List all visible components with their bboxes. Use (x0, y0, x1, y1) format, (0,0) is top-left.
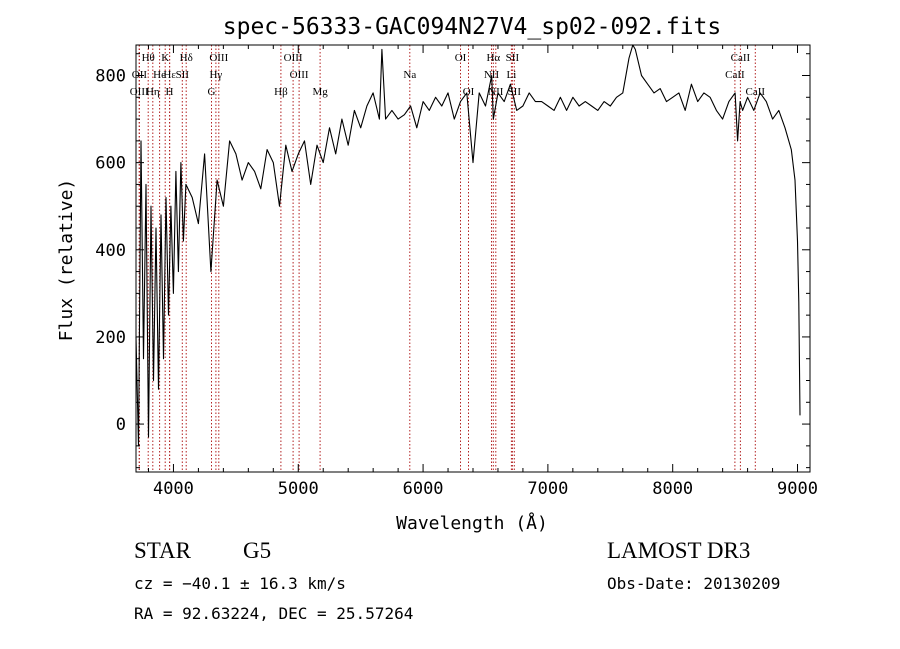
x-tick-label: 6000 (403, 479, 444, 499)
redshift-cz: cz = −40.1 ± 16.3 km/s (134, 574, 346, 593)
spectral-line-label: OIII (130, 86, 149, 98)
x-tick-label: 4000 (153, 479, 194, 499)
spectral-line-label: Hδ (180, 52, 193, 64)
x-tick-label: 5000 (278, 479, 319, 499)
x-tick-label: 8000 (652, 479, 693, 499)
plot-frame (135, 44, 811, 473)
spectral-line-label: Li (507, 69, 517, 81)
y-tick-label: 600 (95, 154, 126, 174)
x-axis-label: Wavelength (Å) (396, 512, 548, 534)
spectral-line-label: K (161, 52, 169, 64)
spectral-line-label: Hβ (274, 86, 288, 98)
x-tick-label: 9000 (777, 479, 818, 499)
spectral-line-label: Na (403, 69, 416, 81)
object-subclass: G5 (243, 538, 272, 563)
y-axis-label: Flux (relative) (56, 179, 77, 342)
spectral-line-label: Hε (163, 69, 176, 81)
spectral-line-label: H (166, 86, 174, 98)
y-tick-label: 200 (95, 328, 126, 348)
survey-name: LAMOST DR3 (607, 538, 751, 563)
spectral-line-label: CaII (731, 52, 751, 64)
spectral-line-label: SII (506, 52, 520, 64)
spectral-line-label: Hη (146, 86, 160, 98)
y-tick-label: 0 (116, 415, 126, 435)
spectral-line-label: He (153, 69, 166, 81)
spectral-line-label: CaII (725, 69, 745, 81)
spectral-line-label: Hγ (209, 69, 222, 81)
spectral-line-label: OIII (209, 52, 228, 64)
object-class: STAR (134, 538, 191, 563)
x-tick-label: 7000 (527, 479, 568, 499)
axis-ticks: 4000 5000 6000 7000 8000 9000 0 200 400 600 800 (95, 45, 818, 499)
spectral-line-label: SII (176, 69, 190, 81)
spectral-line-label: Hα (486, 52, 500, 64)
chart-title: spec-56333-GAC094N27V4_sp02-092.fits (223, 14, 722, 40)
spectral-line-label: OIII (290, 69, 309, 81)
spectral-line-label: G (208, 86, 216, 98)
spectral-line-markers (138, 45, 756, 472)
spectral-line-label: NII (488, 86, 504, 98)
y-tick-label: 800 (95, 67, 126, 87)
observation-date: Obs-Date: 20130209 (607, 574, 781, 593)
sky-coordinates: RA = 92.63224, DEC = 25.57264 (134, 604, 414, 623)
spectral-line-label: Hθ (142, 52, 155, 64)
flux-series-line (135, 44, 801, 447)
spectral-line-label: OI (463, 86, 475, 98)
spectral-line-label: CaII (746, 86, 766, 98)
spectral-line-label: OIII (284, 52, 303, 64)
spectral-line-label: OI (455, 52, 467, 64)
spectral-line-label: Mg (312, 86, 328, 98)
y-tick-label: 400 (95, 241, 126, 261)
